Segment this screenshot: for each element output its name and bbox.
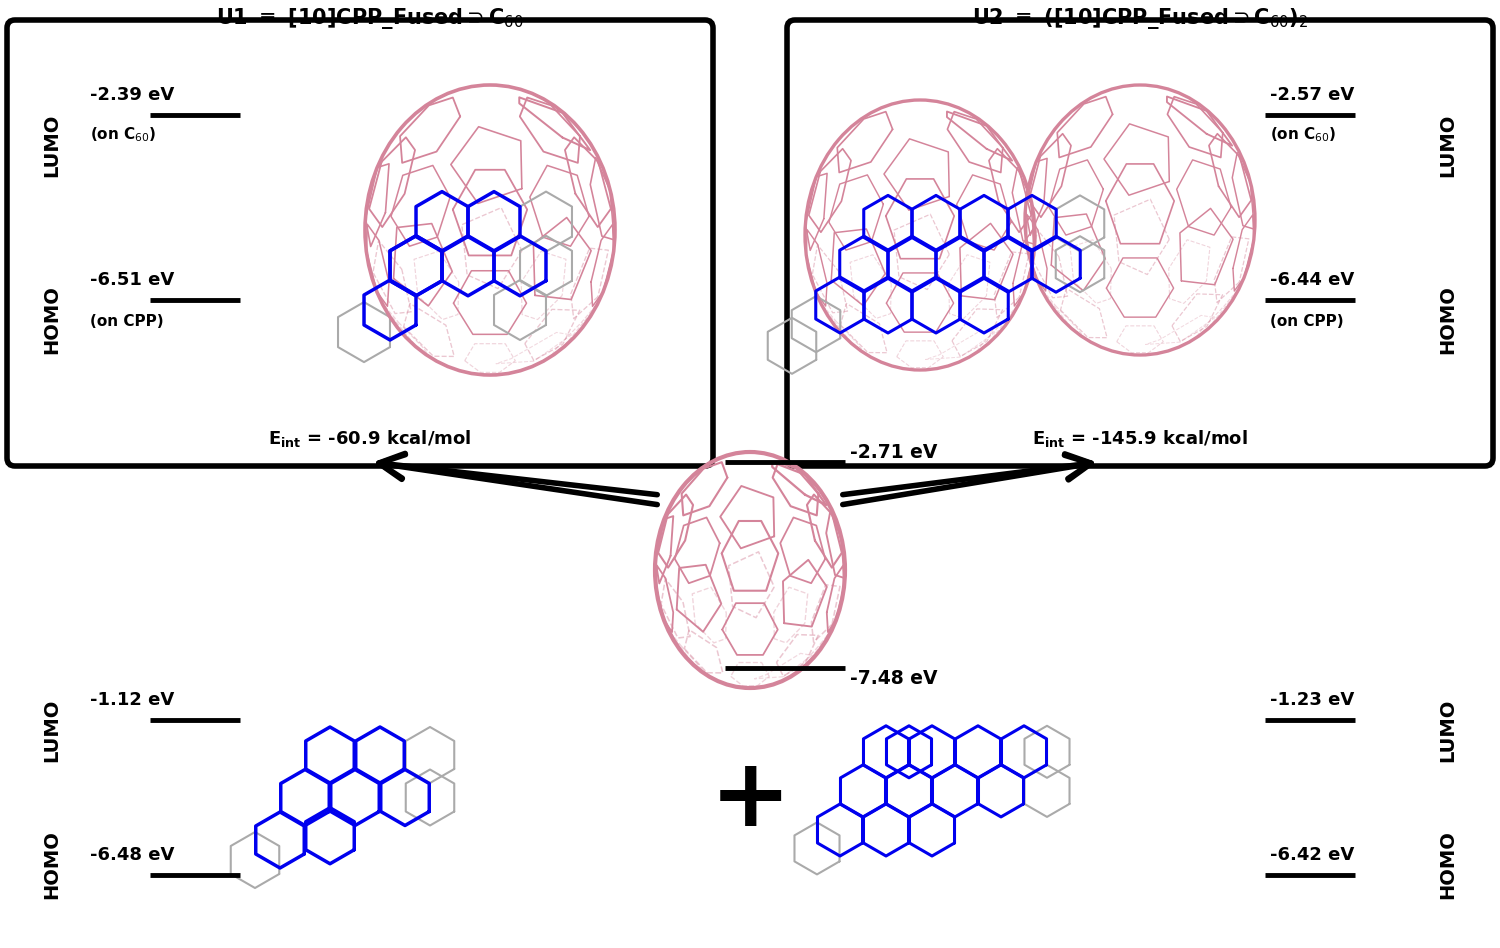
Text: U2 $\equiv$ ([10]CPP_Fused$\supset$C$_{60}$)$_2$: U2 $\equiv$ ([10]CPP_Fused$\supset$C$_{6… xyxy=(972,6,1308,30)
FancyBboxPatch shape xyxy=(8,20,712,466)
Text: LUMO: LUMO xyxy=(1438,114,1458,176)
Text: +: + xyxy=(710,754,791,847)
Text: HOMO: HOMO xyxy=(42,830,62,900)
Text: HOMO: HOMO xyxy=(1438,285,1458,355)
Text: -2.39 eV: -2.39 eV xyxy=(90,86,174,104)
Text: -1.23 eV: -1.23 eV xyxy=(1270,691,1354,709)
Text: E$_{\mathbf{int}}$ = -145.9 kcal/mol: E$_{\mathbf{int}}$ = -145.9 kcal/mol xyxy=(1032,428,1248,448)
Text: -6.51 eV: -6.51 eV xyxy=(90,271,174,289)
Text: -1.12 eV: -1.12 eV xyxy=(90,691,174,709)
Text: -7.48 eV: -7.48 eV xyxy=(850,668,938,687)
Text: (on C$_{60}$): (on C$_{60}$) xyxy=(90,126,156,144)
Text: E$_{\mathbf{int}}$ = -60.9 kcal/mol: E$_{\mathbf{int}}$ = -60.9 kcal/mol xyxy=(268,428,471,448)
Text: -6.44 eV: -6.44 eV xyxy=(1270,271,1354,289)
Text: (on C$_{60}$): (on C$_{60}$) xyxy=(1270,126,1336,144)
Text: LUMO: LUMO xyxy=(42,114,62,176)
Text: (on CPP): (on CPP) xyxy=(90,315,164,330)
Text: HOMO: HOMO xyxy=(42,285,62,355)
Text: HOMO: HOMO xyxy=(1438,830,1458,900)
Text: -6.42 eV: -6.42 eV xyxy=(1270,846,1354,864)
Text: LUMO: LUMO xyxy=(1438,699,1458,761)
Text: U1 $\equiv$ [10]CPP_Fused$\supset$C$_{60}$: U1 $\equiv$ [10]CPP_Fused$\supset$C$_{60… xyxy=(216,6,524,30)
Text: -2.57 eV: -2.57 eV xyxy=(1270,86,1354,104)
FancyBboxPatch shape xyxy=(788,20,1492,466)
Text: LUMO: LUMO xyxy=(42,699,62,761)
Text: -6.48 eV: -6.48 eV xyxy=(90,846,174,864)
Text: -2.71 eV: -2.71 eV xyxy=(850,443,938,462)
Text: (on CPP): (on CPP) xyxy=(1270,315,1344,330)
